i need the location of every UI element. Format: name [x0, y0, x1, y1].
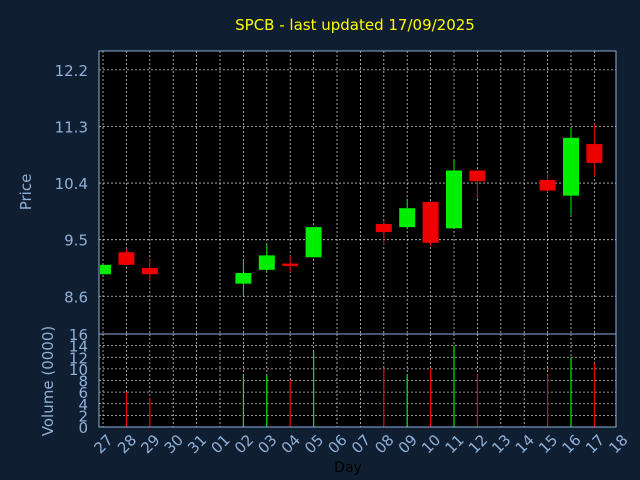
- x-tick-label: 17: [582, 431, 608, 457]
- volume-bars: [125, 345, 596, 427]
- x-tick-label: 29: [137, 431, 163, 457]
- x-tick-label: 13: [488, 431, 514, 457]
- x-tick-label: 07: [348, 431, 374, 457]
- candle: [586, 123, 603, 177]
- candle-body: [469, 170, 486, 182]
- candle: [258, 244, 275, 272]
- candle: [141, 258, 158, 281]
- price-tick-label: 12.2: [55, 62, 88, 80]
- candle: [422, 201, 439, 246]
- x-tick-label: 03: [254, 431, 280, 457]
- x-tick-label: 18: [605, 431, 631, 457]
- x-tick-label: 01: [208, 431, 234, 457]
- candle-body: [539, 179, 556, 191]
- candle-body: [258, 255, 275, 270]
- price-tick-label: 9.5: [64, 232, 88, 250]
- candle: [235, 258, 252, 297]
- volume-tick-label: 2: [78, 407, 88, 425]
- candle-body: [399, 208, 416, 228]
- volume-plot-frame: [98, 333, 617, 428]
- x-tick-label: 05: [301, 431, 327, 457]
- x-tick-label: 16: [559, 431, 585, 457]
- candle-body: [118, 252, 135, 265]
- candle-body: [100, 264, 111, 275]
- candle-body: [141, 267, 158, 275]
- candle: [375, 220, 392, 245]
- candle-body: [446, 170, 462, 229]
- candle: [469, 170, 486, 199]
- x-tick-label: 30: [161, 431, 187, 457]
- candle-body: [586, 144, 603, 163]
- x-tick-label: 31: [184, 431, 210, 457]
- x-tick-label: 08: [371, 431, 397, 457]
- volume-tick-label: 0: [78, 419, 88, 437]
- candle-body: [422, 201, 439, 243]
- candle-body: [305, 227, 322, 258]
- price-panel: 8.6 9.5 10.4 11.3 12.2: [55, 50, 617, 335]
- candle: [118, 249, 135, 265]
- volume-tick-label: 12: [69, 349, 88, 367]
- price-tick-label: 11.3: [55, 118, 88, 136]
- volume-plot-area: [99, 334, 616, 427]
- x-tick-label: 12: [465, 431, 491, 457]
- x-tick-label: 27: [91, 431, 117, 457]
- chart-title: SPCB - last updated 17/09/2025: [235, 16, 475, 34]
- x-tick-label: 10: [418, 431, 444, 457]
- candle: [399, 198, 416, 229]
- price-tick-label: 8.6: [64, 288, 88, 306]
- x-tick-label: 14: [512, 431, 538, 457]
- volume-tick-label: 4: [78, 396, 88, 414]
- candle: [446, 161, 462, 229]
- candle: [305, 227, 322, 258]
- candle: [563, 127, 579, 215]
- y-axis-label-price: Price: [17, 174, 35, 211]
- volume-tick-label: 14: [69, 338, 88, 356]
- volume-tick-label: 16: [69, 326, 88, 344]
- x-tick-label: 06: [325, 431, 351, 457]
- volume-tick-label: 6: [78, 384, 88, 402]
- x-tick-label: 28: [114, 431, 140, 457]
- price-tick-label: 10.4: [55, 175, 88, 193]
- candle: [282, 255, 299, 273]
- x-axis-label: Day: [334, 460, 362, 476]
- candle-body: [375, 223, 392, 233]
- x-tick-label: 11: [442, 431, 468, 457]
- x-tick-labels: 2728293031010203040506070809101112131415…: [91, 431, 632, 457]
- candle: [539, 173, 556, 193]
- price-plot-area: [99, 51, 616, 334]
- x-tick-label: 15: [535, 431, 561, 457]
- candle: [100, 264, 111, 275]
- volume-tick-label: 10: [69, 361, 88, 379]
- candle-body: [282, 263, 299, 267]
- volume-tick-label: 8: [78, 373, 88, 391]
- candle-body: [235, 272, 252, 284]
- x-tick-label: 04: [278, 431, 304, 457]
- x-tick-label: 02: [231, 431, 257, 457]
- candle-body: [563, 137, 579, 196]
- price-tick-labels: 8.6 9.5 10.4 11.3 12.2: [55, 62, 88, 306]
- y-axis-label-volume: Volume (0000): [39, 326, 57, 436]
- candles: [100, 123, 603, 297]
- x-tick-label: 09: [395, 431, 421, 457]
